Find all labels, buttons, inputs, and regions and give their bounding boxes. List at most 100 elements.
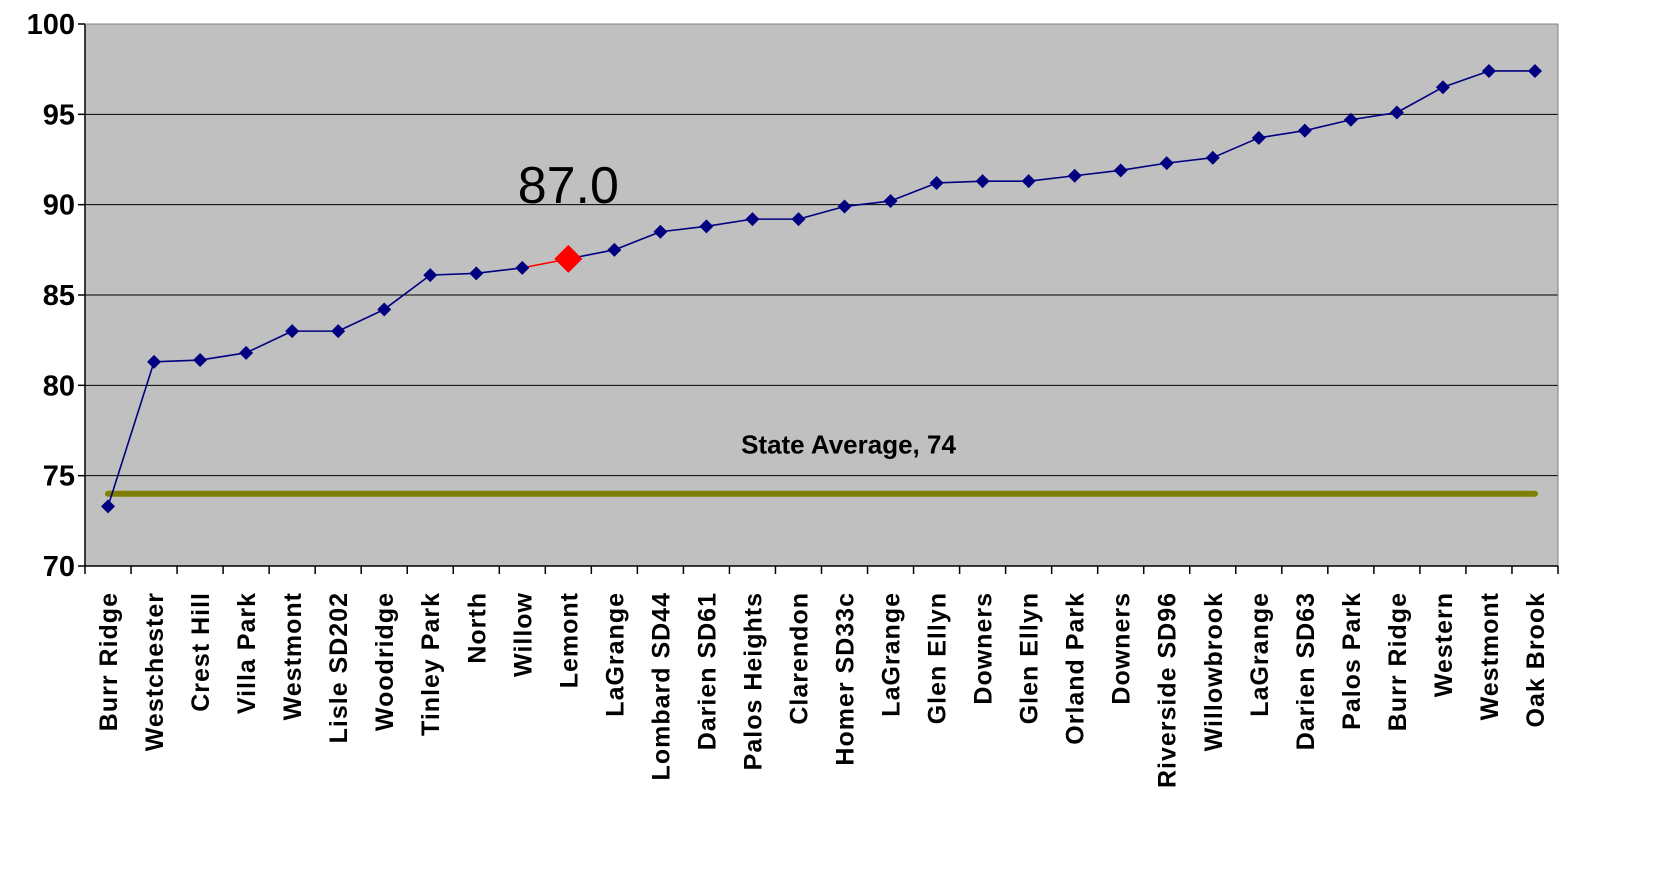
x-tick-label: Westmont [279, 592, 307, 720]
x-tick-label: Woodridge [371, 592, 399, 731]
y-tick-label: 70 [43, 551, 75, 583]
y-tick-label: 95 [43, 99, 75, 131]
data-point [1297, 123, 1312, 138]
x-tick-label: Villa Park [233, 592, 261, 714]
series-segment [383, 274, 431, 311]
x-tick-label: Palos Park [1338, 592, 1366, 730]
data-point [101, 499, 116, 514]
x-tick-label: Western [1430, 592, 1458, 697]
x-tick-label: Riverside SD96 [1154, 592, 1182, 788]
series-segment [1304, 118, 1352, 132]
reference-label: State Average, 74 [741, 430, 956, 460]
data-point [331, 324, 346, 339]
y-tick-label: 80 [43, 370, 75, 402]
x-tick-label: Palos Heights [739, 592, 767, 770]
series-segment [1396, 86, 1444, 114]
data-point [929, 175, 944, 190]
series-segment [1212, 137, 1260, 159]
x-tick-label: Burr Ridge [95, 592, 123, 731]
series-segment [844, 200, 891, 208]
data-point [1113, 163, 1128, 178]
data-point [975, 174, 990, 189]
series-segment [706, 218, 753, 228]
series-segment [107, 361, 155, 507]
x-tick-label: Oak Brook [1522, 592, 1550, 727]
data-point [285, 324, 300, 339]
series-segment [890, 182, 937, 202]
series-segment [245, 330, 293, 354]
data-point [469, 266, 484, 281]
x-tick-label: Tinley Park [417, 592, 445, 736]
y-axis: 70 75 80 85 90 95 100 [27, 9, 1559, 583]
state-average-line: State Average, 74 [105, 430, 1538, 497]
data-point [1481, 63, 1496, 78]
x-tick-label: Downers [970, 592, 998, 705]
series-segment [1074, 169, 1121, 177]
data-point [653, 224, 668, 239]
series-segment [936, 180, 983, 184]
data-point [515, 260, 530, 275]
data-point [1205, 150, 1220, 165]
x-tick-label: Glen Ellyn [1016, 592, 1044, 724]
highlight-group: 87.0 [518, 157, 619, 273]
highlight-point [554, 244, 583, 273]
series-segment [476, 267, 523, 275]
x-tick-label: Homer SD33c [832, 592, 860, 766]
series-segment [798, 205, 845, 220]
data-point [1067, 168, 1082, 183]
x-tick-label: Darien SD61 [693, 592, 721, 750]
x-tick-label: Lombard SD44 [647, 592, 675, 780]
series-segment [199, 352, 247, 361]
x-tick-label: LaGrange [1246, 592, 1274, 717]
series-segment [1258, 129, 1305, 139]
data-point [1389, 105, 1404, 120]
series-segment [1350, 111, 1398, 121]
series-segment [1120, 162, 1167, 172]
series-segment [614, 231, 661, 251]
data-point [423, 268, 438, 283]
data-point [883, 194, 898, 209]
x-tick-label: Burr Ridge [1384, 592, 1412, 731]
data-point [1527, 63, 1542, 78]
series-segment [337, 308, 385, 332]
data-point [791, 212, 806, 227]
data-point [1251, 130, 1266, 145]
data-point [607, 242, 622, 257]
x-tick-label: Crest Hill [187, 592, 215, 712]
x-tick-label: Westchester [141, 592, 169, 751]
x-tick-label: Clarendon [785, 592, 813, 725]
series-segment [1028, 174, 1075, 182]
data-point [1159, 156, 1174, 171]
data-point [193, 353, 208, 368]
highlight-label: 87.0 [518, 157, 619, 215]
series-segment [1166, 156, 1213, 164]
y-tick-label: 90 [43, 190, 75, 222]
data-point [377, 302, 392, 317]
data-point [1435, 80, 1450, 95]
x-tick-label: Willowbrook [1200, 592, 1228, 751]
x-axis: Burr Ridge Westchester Crest Hill Villa Par… [84, 565, 1559, 788]
y-tick-label: 85 [43, 280, 75, 312]
series-markers [101, 63, 1542, 514]
x-tick-label: Lemont [555, 592, 583, 688]
data-point [837, 199, 852, 214]
y-tick-label: 100 [27, 9, 75, 41]
x-tick-label: Willow [509, 592, 537, 677]
x-tick-label: Darien SD63 [1292, 592, 1320, 750]
series-segment [660, 225, 707, 233]
series-segment [1442, 70, 1490, 88]
data-point [745, 212, 760, 227]
data-point [1343, 112, 1358, 127]
data-point [699, 219, 714, 234]
x-tick-label: Glen Ellyn [924, 592, 952, 724]
x-tick-label: LaGrange [601, 592, 629, 717]
x-tick-label: Orland Park [1062, 592, 1090, 745]
series-segment [154, 359, 201, 363]
series-segment [430, 272, 477, 276]
x-tick-label: LaGrange [878, 592, 906, 717]
series-line [107, 70, 1535, 507]
x-tick-label: Lisle SD202 [325, 592, 353, 743]
data-point [147, 354, 162, 369]
data-point [1021, 174, 1036, 189]
